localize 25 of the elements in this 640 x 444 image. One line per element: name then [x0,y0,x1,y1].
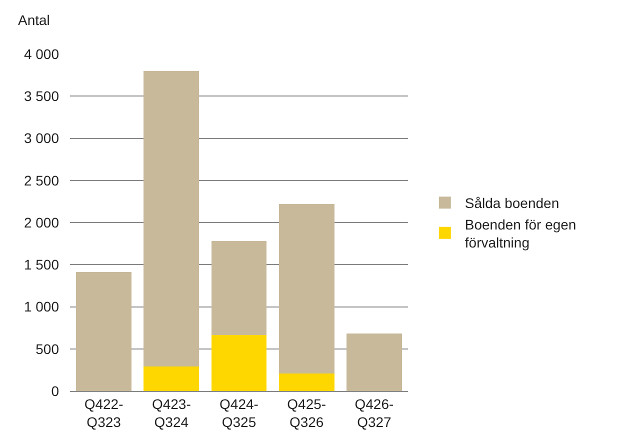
x-tick-label: Q422-Q323 [84,396,124,430]
bar [144,70,200,367]
x-tick-label: Q425-Q326 [287,396,326,430]
bar [144,366,200,391]
bar [211,334,267,391]
bar [278,204,334,374]
y-tick-label: 1 500 [24,256,60,273]
y-tick-label: 3 500 [24,88,60,104]
y-tick-label: 500 [36,340,60,357]
x-tick-label: Q426-Q327 [354,396,394,430]
bar [346,334,402,391]
bar [76,272,132,391]
legend-label: Boenden för egen förvaltning [464,216,576,250]
y-tick-label: 4 000 [24,46,60,62]
y-tick-label: 2 000 [24,214,60,230]
y-axis-title: Antal [18,12,50,28]
y-tick-label: 3 000 [24,130,60,146]
legend-label: Sålda boenden [464,195,560,212]
y-tick-label: 1 000 [24,298,60,315]
x-tick-label: Q424-Q325 [220,396,259,430]
y-tick-label: 0 [51,382,60,399]
bar [211,241,267,335]
y-tick-label: 2 500 [24,172,60,188]
x-tick-label: Q423-Q324 [152,396,192,430]
bar [278,373,334,391]
